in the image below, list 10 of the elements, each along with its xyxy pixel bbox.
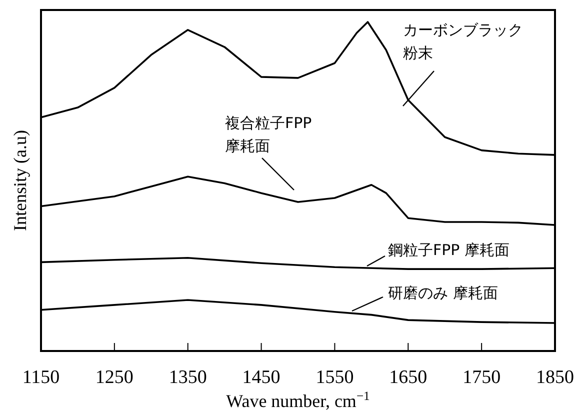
x-tick-label: 1150 [22,367,60,388]
x-tick-label: 1550 [316,367,354,388]
x-tick-label: 1350 [168,367,207,388]
x-tick-label: 1250 [95,367,134,388]
x-tick-label: 1450 [242,367,280,388]
x-tick-label: 1750 [462,367,501,388]
x-axis-title: Wave number, cm$^{−1}$ [226,389,370,411]
y-axis-title: Intensity (a.u) [10,130,30,231]
x-tick-label: 1850 [536,367,574,388]
x-tick-label: 1650 [389,367,428,388]
